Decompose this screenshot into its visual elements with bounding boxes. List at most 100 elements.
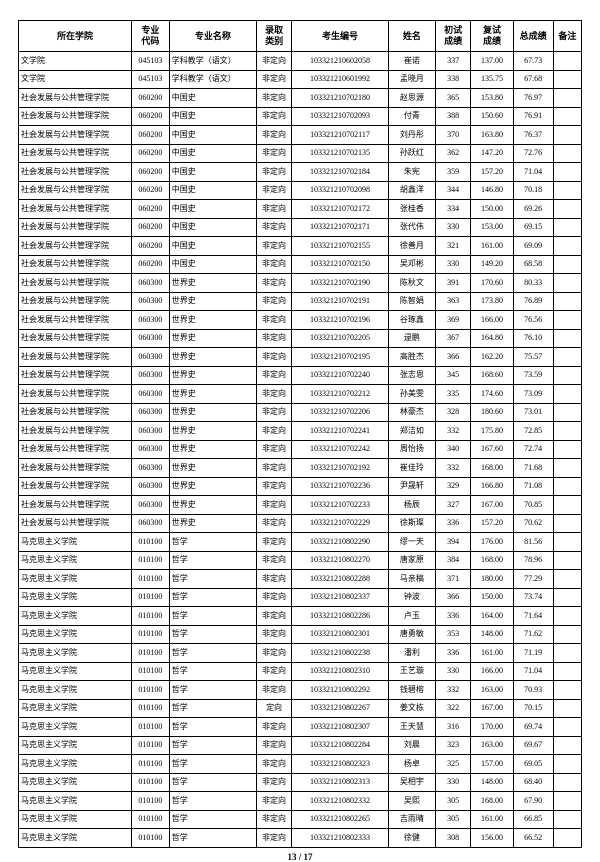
table-cell: 325 (435, 755, 470, 774)
table-cell: 365 (435, 89, 470, 108)
table-cell: 非定向 (256, 718, 291, 737)
table-cell: 世界史 (169, 385, 256, 404)
table-cell: 社会发展与公共管理学院 (19, 292, 132, 311)
table-cell: 马克思主义学院 (19, 681, 132, 700)
table-cell: 马克思主义学院 (19, 718, 132, 737)
table-cell: 71.62 (513, 625, 553, 644)
table-cell: 社会发展与公共管理学院 (19, 144, 132, 163)
table-cell: 167.00 (471, 496, 513, 515)
table-cell: 362 (435, 144, 470, 163)
table-row: 社会发展与公共管理学院060200中国史非定向103321210702172张桂… (19, 200, 582, 219)
table-cell: 71.08 (513, 477, 553, 496)
table-cell: 153.80 (471, 89, 513, 108)
table-cell: 哲学 (169, 662, 256, 681)
table-cell (553, 570, 581, 589)
table-cell: 70.85 (513, 496, 553, 515)
table-cell: 中国史 (169, 218, 256, 237)
table-cell: 103321210802265 (292, 810, 389, 829)
table-row: 马克思主义学院010100哲学非定向103321210802284刘晨32316… (19, 736, 582, 755)
table-row: 社会发展与公共管理学院060300世界史非定向103321210702190陈秋… (19, 274, 582, 293)
table-cell: 330 (435, 662, 470, 681)
table-cell: 384 (435, 551, 470, 570)
table-cell: 社会发展与公共管理学院 (19, 218, 132, 237)
table-cell: 103321210702098 (292, 181, 389, 200)
table-cell: 非定向 (256, 551, 291, 570)
table-cell: 103321210802284 (292, 736, 389, 755)
table-cell: 73.74 (513, 588, 553, 607)
table-cell: 社会发展与公共管理学院 (19, 422, 132, 441)
table-cell: 非定向 (256, 440, 291, 459)
table-cell: 359 (435, 163, 470, 182)
table-row: 社会发展与公共管理学院060300世界史非定向103321210702192崔佳… (19, 459, 582, 478)
table-cell: 371 (435, 570, 470, 589)
table-cell: 杨卓 (388, 755, 435, 774)
h-remark: 备注 (553, 21, 581, 52)
table-cell: 社会发展与公共管理学院 (19, 477, 132, 496)
table-cell: 社会发展与公共管理学院 (19, 311, 132, 330)
table-cell: 103321210601992 (292, 70, 389, 89)
table-row: 马克思主义学院010100哲学非定向103321210802286卢玉33616… (19, 607, 582, 626)
table-cell: 168.60 (471, 366, 513, 385)
table-cell: 赵思源 (388, 89, 435, 108)
table-cell: 定向 (256, 699, 291, 718)
table-cell: 010100 (132, 533, 170, 552)
table-cell: 文学院 (19, 70, 132, 89)
table-cell: 陈智娟 (388, 292, 435, 311)
table-cell: 060300 (132, 403, 170, 422)
table-cell: 060300 (132, 440, 170, 459)
table-row: 马克思主义学院010100哲学非定向103321210802333徐健30815… (19, 829, 582, 848)
table-cell: 330 (435, 773, 470, 792)
table-row: 马克思主义学院010100哲学非定向103321210802270唐家原3841… (19, 551, 582, 570)
table-cell: 167.60 (471, 440, 513, 459)
table-cell: 非定向 (256, 459, 291, 478)
table-cell: 马克思主义学院 (19, 533, 132, 552)
table-cell (553, 348, 581, 367)
table-cell: 非定向 (256, 274, 291, 293)
table-cell: 327 (435, 496, 470, 515)
table-cell: 非定向 (256, 292, 291, 311)
table-cell: 杨辰 (388, 496, 435, 515)
table-cell: 70.18 (513, 181, 553, 200)
table-cell (553, 718, 581, 737)
h-examno: 考生编号 (292, 21, 389, 52)
table-cell: 166.00 (471, 662, 513, 681)
table-cell (553, 477, 581, 496)
table-row: 社会发展与公共管理学院060300世界史非定向103321210702242周怡… (19, 440, 582, 459)
table-cell: 社会发展与公共管理学院 (19, 89, 132, 108)
table-cell: 76.97 (513, 89, 553, 108)
table-cell: 非定向 (256, 533, 291, 552)
table-row: 社会发展与公共管理学院060300世界史非定向103321210702229徐斯… (19, 514, 582, 533)
table-cell: 马克思主义学院 (19, 792, 132, 811)
table-cell: 徐善月 (388, 237, 435, 256)
table-cell: 170.60 (471, 274, 513, 293)
table-row: 文学院045103学科教学（语文）非定向103321210602058崔诺337… (19, 52, 582, 71)
table-cell: 157.20 (471, 514, 513, 533)
table-cell: 060300 (132, 311, 170, 330)
table-cell: 344 (435, 181, 470, 200)
table-cell: 150.00 (471, 588, 513, 607)
table-cell: 148.00 (471, 625, 513, 644)
table-cell: 103321210702190 (292, 274, 389, 293)
table-row: 社会发展与公共管理学院060200中国史非定向103321210702098胡鑫… (19, 181, 582, 200)
table-cell: 张代伟 (388, 218, 435, 237)
table-cell: 76.89 (513, 292, 553, 311)
table-cell: 060200 (132, 181, 170, 200)
table-cell: 75.57 (513, 348, 553, 367)
table-cell (553, 810, 581, 829)
table-cell: 马克思主义学院 (19, 551, 132, 570)
table-cell: 173.80 (471, 292, 513, 311)
table-cell: 010100 (132, 773, 170, 792)
table-cell: 非定向 (256, 329, 291, 348)
table-cell (553, 144, 581, 163)
table-cell: 103321210602058 (292, 52, 389, 71)
table-cell: 76.56 (513, 311, 553, 330)
table-cell: 170.00 (471, 718, 513, 737)
table-cell: 010100 (132, 644, 170, 663)
table-cell: 谷琢鑫 (388, 311, 435, 330)
table-cell: 010100 (132, 829, 170, 848)
table-cell: 149.20 (471, 255, 513, 274)
table-cell: 哲学 (169, 699, 256, 718)
table-cell: 社会发展与公共管理学院 (19, 237, 132, 256)
table-cell: 69.67 (513, 736, 553, 755)
table-cell: 孙美雯 (388, 385, 435, 404)
